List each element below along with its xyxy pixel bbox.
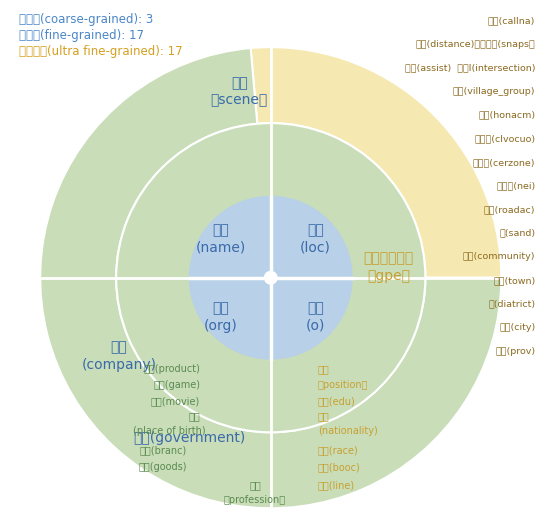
Text: 城市(city): 城市(city) [499, 323, 535, 332]
Text: 超细粒度(ultra fine-grained): 17: 超细粒度(ultra fine-grained): 17 [19, 45, 183, 58]
Text: 职位: 职位 [318, 364, 330, 375]
Text: 距离(distance)次级趣点(snaps）: 距离(distance)次级趣点(snaps） [416, 40, 535, 49]
Text: 路号(roadac): 路号(roadac) [484, 205, 535, 214]
Text: 公司
(company): 公司 (company) [81, 341, 156, 372]
Text: （position）: （position） [318, 380, 368, 390]
Text: 社区(community): 社区(community) [463, 252, 535, 261]
Text: 电影(movie): 电影(movie) [151, 396, 200, 406]
Text: 利利(line): 利利(line) [318, 479, 355, 490]
Text: 景点
（scene）: 景点 （scene） [211, 76, 268, 107]
Text: 村组(village_group): 村组(village_group) [453, 87, 535, 96]
Text: 籍贯: 籍贯 [188, 411, 200, 422]
Text: 专业: 专业 [249, 479, 261, 490]
Text: 学历(edu): 学历(edu) [318, 396, 355, 406]
Text: 细粒度(fine-grained): 17: 细粒度(fine-grained): 17 [19, 29, 144, 42]
Circle shape [189, 196, 352, 359]
Text: 其他
(o): 其他 (o) [306, 301, 325, 333]
Text: (nationality): (nationality) [318, 425, 378, 436]
Text: 粗粒度(coarse-grained): 3: 粗粒度(coarse-grained): 3 [19, 13, 153, 26]
Text: 区(diatrict): 区(diatrict) [489, 299, 535, 309]
Circle shape [264, 271, 277, 284]
Text: 街道(town): 街道(town) [493, 276, 535, 285]
Text: 脏(sand): 脏(sand) [499, 228, 535, 238]
Text: 书籍(booc): 书籍(booc) [318, 462, 360, 473]
Text: 商品(goods): 商品(goods) [139, 462, 187, 473]
Text: 方向(assist)  父又I(intersection): 方向(assist) 父又I(intersection) [405, 63, 535, 73]
Text: 产业园(cerzone): 产业园(cerzone) [473, 158, 535, 167]
Text: 地缘政治实体
（gpe）: 地缘政治实体 （gpe） [364, 252, 414, 283]
Text: 政府(government): 政府(government) [134, 431, 246, 444]
Text: （profession）: （profession） [224, 495, 286, 506]
Text: 兀乡(calIna): 兀乡(calIna) [488, 16, 535, 26]
Text: 兴趣点(nei): 兴趣点(nei) [496, 181, 535, 191]
Text: 组织
(org): 组织 (org) [204, 301, 238, 333]
Text: 灵迹(race): 灵迹(race) [318, 445, 359, 456]
Text: 别号(honacm): 别号(honacm) [478, 111, 535, 120]
Text: 游戏(game): 游戏(game) [153, 380, 200, 390]
Wedge shape [116, 123, 426, 432]
Text: (place of birth): (place of birth) [132, 425, 205, 436]
Text: 产品(product): 产品(product) [143, 364, 200, 375]
Text: 省份(prov): 省份(prov) [495, 346, 535, 356]
Wedge shape [40, 48, 501, 508]
Text: 地点
(loc): 地点 (loc) [300, 223, 331, 254]
Text: 习惯: 习惯 [318, 411, 330, 422]
Text: 名称
(name): 名称 (name) [196, 223, 246, 254]
Text: 品牌(branc): 品牌(branc) [140, 445, 187, 456]
Wedge shape [251, 47, 501, 278]
Text: 按层数(cIvocuo): 按层数(cIvocuo) [474, 134, 535, 144]
